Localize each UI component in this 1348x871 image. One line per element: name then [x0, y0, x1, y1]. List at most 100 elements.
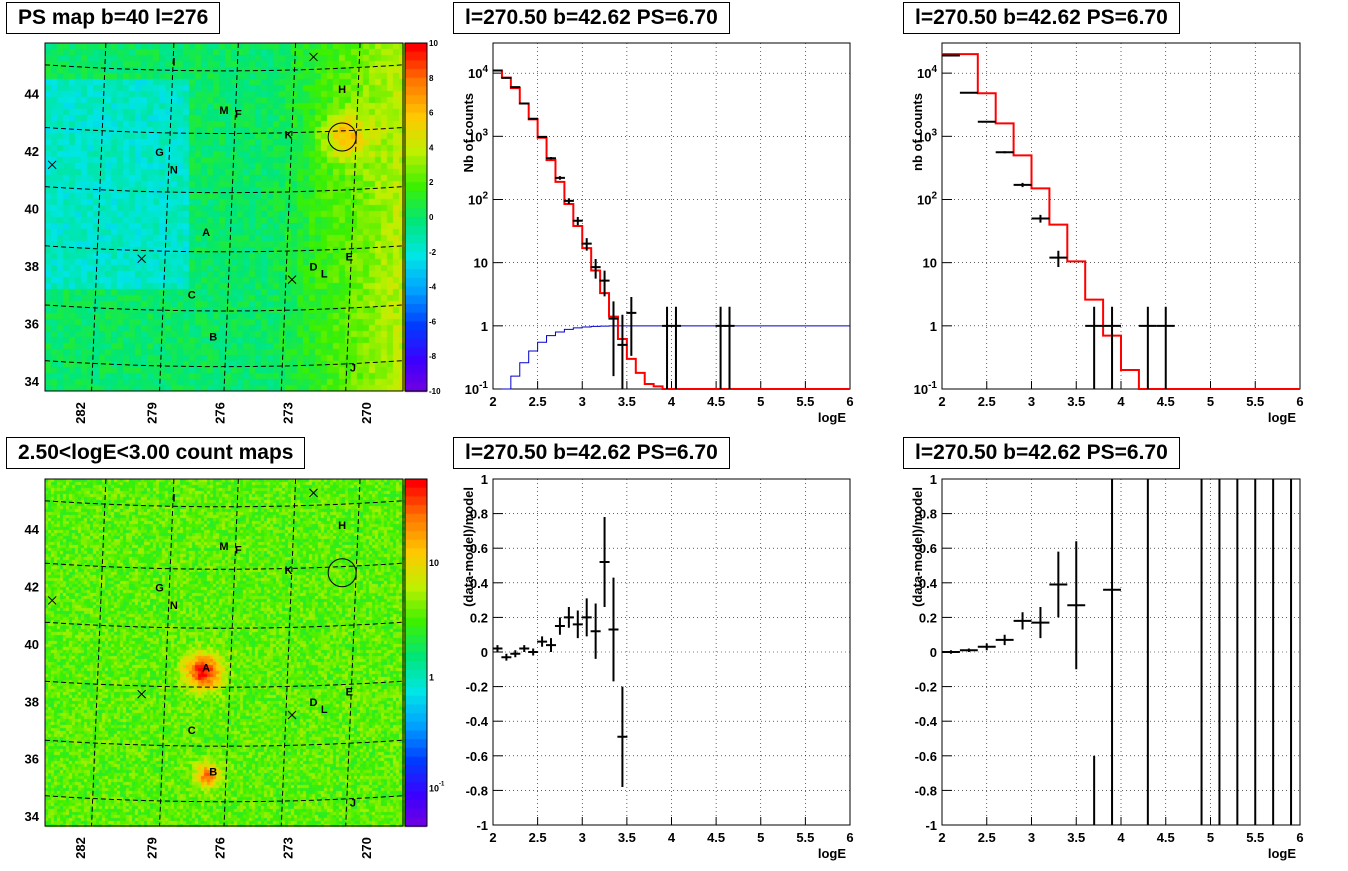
map2-y-tick: 40 — [25, 637, 39, 652]
spec1-data-point — [572, 217, 583, 226]
map1-frame — [44, 42, 404, 392]
map1-colorbar-tick: -6 — [429, 317, 437, 326]
spec2-data-point — [1031, 214, 1050, 223]
res1-data-point — [572, 610, 583, 639]
map2-x-tick: 270 — [359, 837, 374, 859]
spec1-y-tick: 104 — [468, 64, 488, 81]
spec2-x-tick: 6 — [1296, 394, 1303, 409]
spec1-data-point — [537, 135, 548, 138]
map1-y-tick: 38 — [25, 259, 39, 274]
spec1-data-point — [599, 270, 610, 297]
map2-parallel — [44, 680, 404, 688]
map2-source-label: E — [346, 687, 353, 699]
spec1-x-tick: 2.5 — [529, 394, 547, 409]
spec2-y-tick: 102 — [917, 190, 937, 207]
spec2-y-tick: 104 — [917, 64, 937, 81]
res1-y-tick: 1 — [481, 472, 488, 487]
map1-source-label: I — [172, 56, 175, 68]
map2-cross-marker — [47, 596, 57, 605]
res1-y-tick: 0.8 — [470, 507, 488, 522]
map1-colorbar — [404, 42, 428, 392]
res2-x-tick: 6 — [1296, 830, 1303, 845]
map2-source-label: D — [310, 697, 318, 709]
spec1-data-point — [492, 69, 503, 72]
map2-parallel — [44, 621, 404, 629]
spec1-data-point — [626, 296, 637, 356]
map1-colorbar-tick: -8 — [429, 352, 437, 361]
map1-x-tick: 282 — [73, 402, 88, 424]
map1-meridian — [223, 42, 239, 392]
map2-frame — [44, 478, 404, 827]
spec1-x-tick: 2 — [489, 394, 496, 409]
spec1-x-tick: 3 — [579, 394, 586, 409]
spec2-x-tick: 4 — [1117, 394, 1125, 409]
res1-y-tick: -0.4 — [466, 714, 489, 729]
map1-colorbar-tick: 2 — [429, 178, 434, 187]
spec2-data-point — [1103, 306, 1121, 389]
spec2-x-tick: 2 — [938, 394, 945, 409]
spec1-y-tick: 103 — [468, 127, 488, 144]
map2-y-tick: 34 — [25, 809, 40, 824]
map2-x-tick: 276 — [212, 837, 227, 859]
map1-colorbar-tick: -10 — [429, 387, 441, 396]
res1-data-point — [617, 686, 628, 787]
res1-ylabel: (data-model)/model — [461, 487, 476, 607]
map1-source-label: K — [284, 129, 292, 141]
map1-x-tick: 270 — [359, 402, 374, 424]
res2-y-tick: 1 — [930, 472, 937, 487]
res2-y-tick: -0.6 — [915, 749, 937, 764]
spec2-x-tick: 2.5 — [978, 394, 996, 409]
map1-parallel — [44, 64, 404, 72]
spec1-data-point — [715, 306, 726, 389]
res1-y-tick: -0.6 — [466, 749, 488, 764]
map2-meridian — [280, 478, 297, 827]
res2-y-tick: -1 — [925, 818, 937, 833]
map1-source-label: N — [170, 164, 178, 176]
res1-y-tick: -0.8 — [466, 783, 488, 798]
map2-parallel — [44, 739, 404, 747]
res1-data-point — [519, 645, 530, 652]
res1-data-point — [590, 603, 601, 659]
spec1-x-tick: 3.5 — [618, 394, 636, 409]
map1-y-tick: 40 — [25, 201, 39, 216]
res1-x-tick: 3.5 — [618, 830, 636, 845]
map1-source-label: M — [219, 105, 228, 117]
spec2-data-point — [959, 91, 978, 94]
res1-y-tick: -1 — [476, 818, 488, 833]
spec1-data-point — [608, 301, 619, 377]
spec1-data-point — [510, 86, 521, 89]
map2-roi-circle — [327, 558, 357, 588]
spec2-x-tick: 3.5 — [1067, 394, 1085, 409]
spec2-title: l=270.50 b=42.62 PS=6.70 — [903, 2, 1180, 34]
map2-x-tick: 273 — [280, 837, 295, 859]
res2-x-tick: 4 — [1117, 830, 1125, 845]
spec1-data-point — [724, 306, 735, 389]
spec2-x-tick: 4.5 — [1157, 394, 1175, 409]
map1-source-label: G — [155, 147, 164, 159]
map2-source-label: G — [155, 583, 164, 595]
res2-y-tick: -0.8 — [915, 783, 937, 798]
map1-meridian — [159, 42, 175, 392]
res2-y-tick: -0.2 — [915, 680, 937, 695]
spec2-data-point — [1013, 182, 1032, 188]
map1-y-tick: 34 — [25, 374, 40, 389]
spec2-model-line — [942, 53, 1300, 390]
map2-colorbar-tick: 10 — [429, 558, 439, 568]
map2-parallel — [44, 500, 404, 508]
spec2-y-tick: 10 — [923, 256, 937, 271]
res1-x-tick: 4 — [668, 830, 676, 845]
res2-x-tick: 4.5 — [1157, 830, 1175, 845]
res2-x-tick: 5.5 — [1246, 830, 1264, 845]
spec2-data-point — [1049, 250, 1068, 267]
map2-source-label: C — [188, 725, 196, 737]
spec1-data-point — [662, 306, 673, 389]
map1-x-tick: 279 — [144, 402, 159, 424]
res1-y-tick: 0.4 — [470, 576, 489, 591]
res2-y-tick: 0.8 — [919, 507, 937, 522]
res2-data-point — [1013, 612, 1032, 630]
spec1-x-tick: 5 — [757, 394, 764, 409]
map2-meridian — [159, 478, 175, 827]
map1-colorbar-tick: 4 — [429, 143, 434, 152]
spec2-data-point — [977, 120, 996, 123]
